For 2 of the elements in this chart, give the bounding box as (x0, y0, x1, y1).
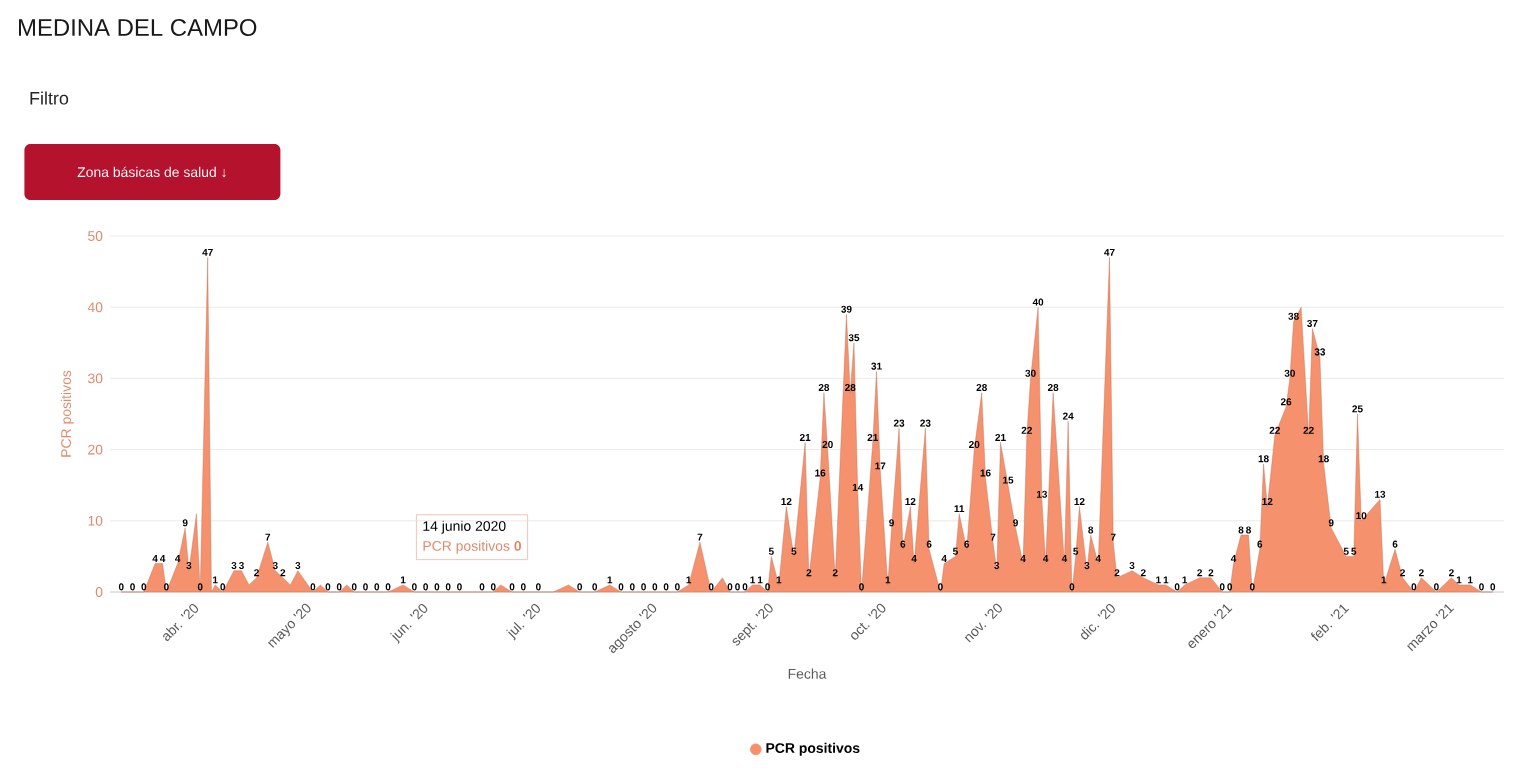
chart-title: MEDINA DEL CAMPO (19, 19, 257, 36)
text: Filtro (30, 91, 69, 105)
